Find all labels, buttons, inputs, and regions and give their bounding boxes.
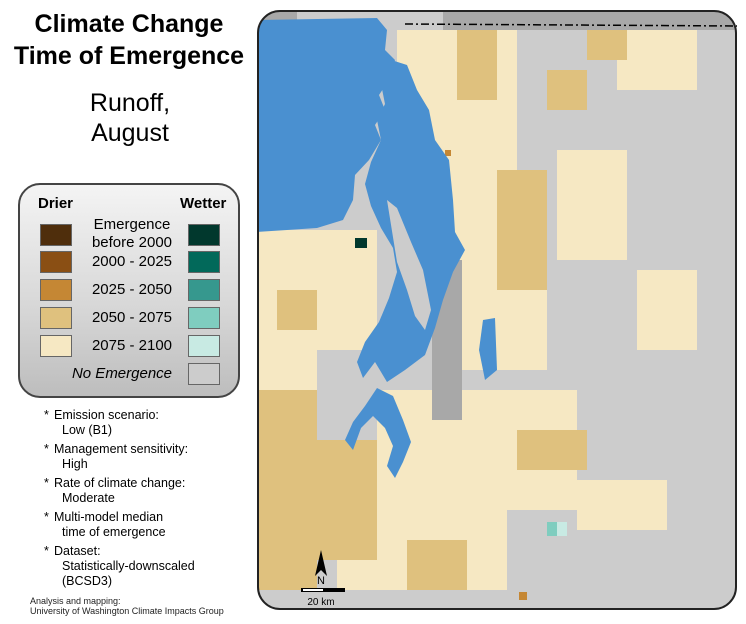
legend-drier-swatch [40, 307, 72, 329]
note-line-3: (BCSD3) [62, 574, 113, 588]
emergence-cell [497, 170, 547, 290]
credit-line-1: Analysis and mapping: [30, 596, 121, 606]
nodata-area [443, 11, 736, 30]
note-line-1: Rate of climate change: [54, 476, 186, 490]
legend-row: Emergence before 2000 [20, 216, 238, 251]
legend-row-label: Emergence before 2000 [82, 216, 182, 252]
water-lake [479, 318, 497, 380]
emergence-cell [407, 540, 467, 590]
note-line-1: Multi-model median [54, 510, 164, 524]
note-line-2: time of emergence [62, 525, 166, 539]
legend-wetter-swatch [188, 224, 220, 246]
legend-row: 2075 - 2100 [20, 335, 238, 359]
legend-row: 2025 - 2050 [20, 279, 238, 303]
emergence-cell [517, 430, 587, 470]
scale-bar: 20 km [301, 588, 345, 608]
legend-row-no-emergence: No Emergence [20, 363, 238, 387]
water-bodies [258, 18, 497, 478]
subtitle-line-1: Runoff, [89, 89, 171, 117]
scale-label: 20 km [307, 597, 334, 608]
scale-bar-rect [303, 589, 323, 591]
water-channel [387, 200, 431, 330]
legend-panel: Drier Wetter Emergence before 2000 2000 … [18, 183, 240, 398]
north-label: N [317, 575, 325, 587]
wetter-cell [547, 522, 557, 536]
wetter-cell [355, 238, 367, 248]
emergence-cell [519, 592, 527, 600]
north-arrow-icon [315, 550, 327, 576]
credit-line-2: University of Washington Climate Impacts… [30, 606, 224, 616]
note-line-2: Moderate [62, 491, 115, 505]
title-line-1: Climate Change [34, 10, 224, 38]
legend-row: 2000 - 2025 [20, 251, 238, 275]
note-emission-scenario: * Emission scenario: Low (B1) [44, 408, 246, 438]
legend-drier-swatch [40, 251, 72, 273]
emergence-cell [457, 30, 497, 100]
wetter-cell [557, 522, 567, 536]
note-management-sensitivity: * Management sensitivity: High [44, 442, 246, 472]
legend-row-label: 2050 - 2075 [91, 309, 173, 326]
note-line-1: Emission scenario: [54, 408, 159, 422]
legend-row-label: 2075 - 2100 [91, 337, 173, 354]
legend-drier-swatch [40, 224, 72, 246]
no-emergence-label: No Emergence [71, 365, 173, 382]
note-line-1: Management sensitivity: [54, 442, 189, 456]
legend-drier-swatch [40, 279, 72, 301]
water-strait [258, 18, 395, 232]
note-line-1: Dataset: [54, 544, 101, 558]
emergence-cell [277, 290, 317, 330]
legend-wetter-swatch [188, 279, 220, 301]
no-emergence-swatch [188, 363, 220, 385]
legend-wetter-swatch [188, 335, 220, 357]
legend-row: 2050 - 2075 [20, 307, 238, 331]
note-line-2: Low (B1) [62, 423, 113, 437]
note-rate-of-change: * Rate of climate change: Moderate [44, 476, 246, 506]
title-line-2: Time of Emergence [13, 42, 245, 70]
map-subtitle: Runoff, August [40, 88, 220, 148]
emergence-cell [617, 20, 697, 90]
legend-wetter-heading: Wetter [180, 195, 227, 212]
note-line-2: High [62, 457, 88, 471]
emergence-cell [577, 480, 667, 530]
legend-drier-heading: Drier [38, 195, 74, 212]
legend-label-line-1: Emergence [93, 216, 171, 233]
map-notes: * Emission scenario: Low (B1) * Management… [44, 408, 246, 593]
subtitle-line-2: August [91, 119, 169, 147]
legend-wetter-swatch [188, 307, 220, 329]
emergence-cell [637, 270, 697, 350]
legend-row-label: 2025 - 2050 [91, 281, 173, 298]
map-border [257, 10, 737, 610]
note-multi-model: * Multi-model median time of emergence [44, 510, 246, 540]
note-dataset: * Dataset: Statistically-downscaled (BCSD… [44, 544, 246, 589]
state-boundary [404, 23, 737, 27]
credit-text: Analysis and mapping: University of Wash… [30, 596, 224, 616]
legend-drier-swatch [40, 335, 72, 357]
north-arrow: N [315, 550, 327, 587]
legend-row-label: 2000 - 2025 [91, 253, 173, 270]
water-sound [357, 58, 465, 382]
emergence-cell [297, 440, 377, 560]
emergence-cells [258, 20, 697, 600]
water-inlets [345, 388, 411, 478]
emergence-cell [547, 70, 587, 110]
note-line-2: Statistically-downscaled [62, 559, 195, 573]
map-title: Climate Change Time of Emergence [4, 8, 254, 72]
legend-wetter-swatch [188, 251, 220, 273]
legend-label-line-2: before 2000 [91, 234, 173, 251]
map-frame: N 20 km [257, 10, 737, 610]
emergence-cell [557, 150, 627, 260]
emergence-cell [445, 150, 451, 156]
